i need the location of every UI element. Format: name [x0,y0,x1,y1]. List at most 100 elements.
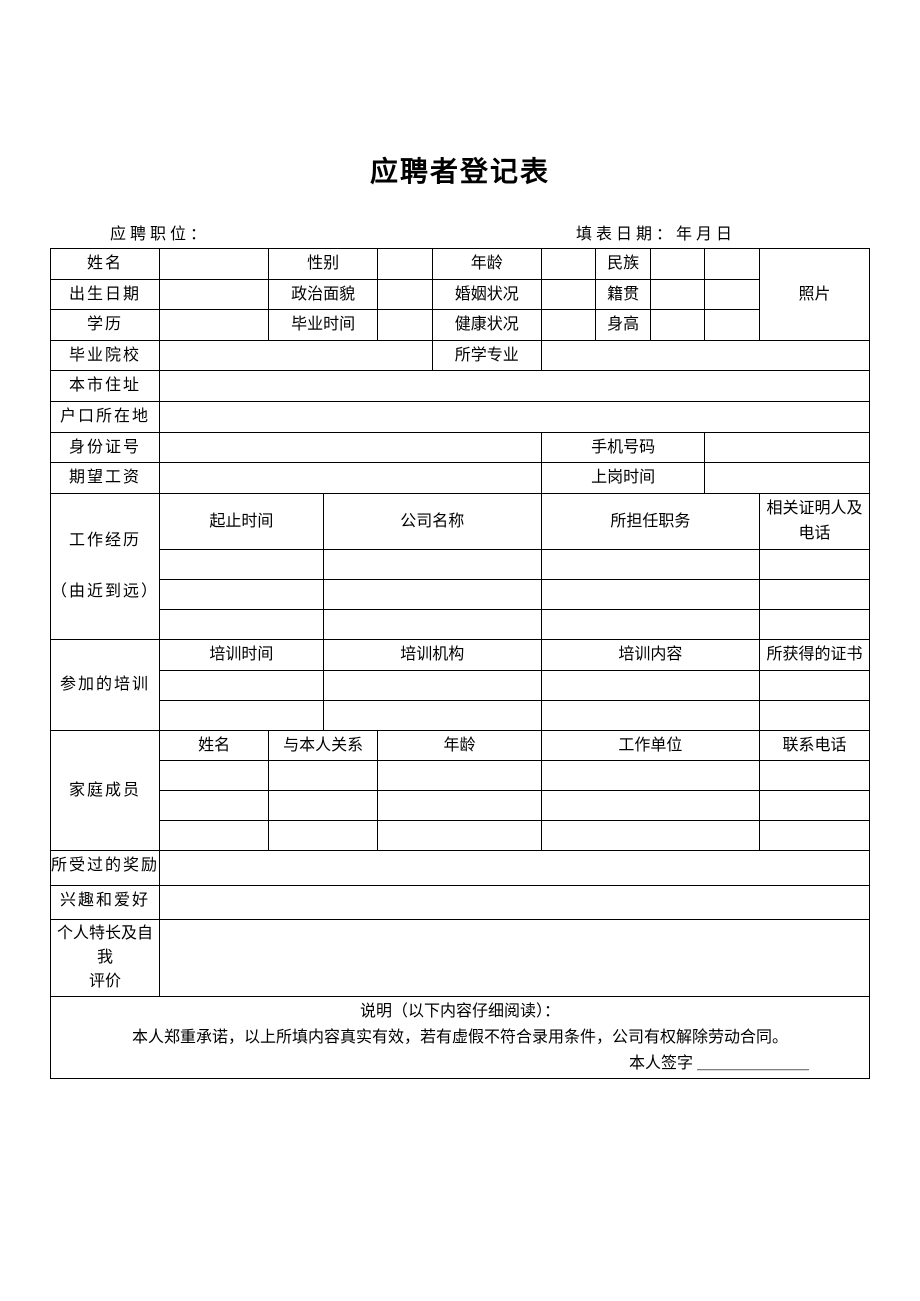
label-ethnicity: 民族 [596,249,651,280]
table-row: 姓名 性别 年龄 民族 照片 [51,249,870,280]
label-politics: 政治面貌 [269,279,378,310]
value-ethnicity2 [705,249,760,280]
label-hobbies: 兴趣和爱好 [51,885,160,920]
family-phone-2 [759,791,869,821]
family-phone-1 [759,761,869,791]
table-row: 兴趣和爱好 [51,885,870,920]
value-height2 [705,310,760,341]
table-row: 学历 毕业时间 健康状况 身高 [51,310,870,341]
family-phone-3 [759,821,869,851]
declare-sign: 本人签字 ＿＿＿＿＿＿＿ [51,1051,869,1077]
work-company-2 [323,579,541,609]
value-hukou [160,401,870,432]
value-birth [160,279,269,310]
value-idno [160,432,542,463]
declare-line1: 说明（以下内容仔细阅读）： [51,999,869,1025]
label-cityaddr: 本市住址 [51,371,160,402]
work-ref-1 [759,549,869,579]
label-starttime: 上岗时间 [541,463,705,494]
value-awards [160,851,870,886]
applied-position-label: 应聘职位： [110,220,210,244]
work-company-3 [323,609,541,639]
family-name-3 [160,821,269,851]
value-gradtime [378,310,433,341]
table-row: 所受过的奖励 [51,851,870,886]
declaration-cell: 说明（以下内容仔细阅读）： 本人郑重承诺，以上所填内容真实有效，若有虚假不符合录… [51,997,870,1079]
work-role-1 [541,549,759,579]
label-family-age: 年龄 [378,730,542,761]
value-height [650,310,705,341]
label-selfeval: 个人特长及自我 评价 [51,920,160,997]
family-employer-3 [541,821,759,851]
label-work-ref: 相关证明人及电话 [759,493,869,549]
work-section-l2: （由近到远） [51,583,159,600]
value-ethnicity [650,249,705,280]
label-training-section: 参加的培训 [51,639,160,730]
training-org-2 [323,700,541,730]
work-period-2 [160,579,324,609]
value-major [541,340,869,371]
label-marriage: 婚姻状况 [432,279,541,310]
label-awards: 所受过的奖励 [51,851,160,886]
table-row: 本市住址 [51,371,870,402]
family-relation-2 [269,791,378,821]
training-content-2 [541,700,759,730]
registration-table: 姓名 性别 年龄 民族 照片 出生日期 政治面貌 婚姻状况 籍贯 学历 [50,248,870,1079]
training-period-2 [160,700,324,730]
label-height: 身高 [596,310,651,341]
training-period-1 [160,670,324,700]
table-row [51,821,870,851]
label-age: 年龄 [432,249,541,280]
value-name [160,249,269,280]
label-family-employer: 工作单位 [541,730,759,761]
declare-line2: 本人郑重承诺，以上所填内容真实有效，若有虚假不符合录用条件，公司有权解除劳动合同… [51,1025,869,1051]
table-row: 说明（以下内容仔细阅读）： 本人郑重承诺，以上所填内容真实有效，若有虚假不符合录… [51,997,870,1079]
table-row [51,791,870,821]
label-work-period: 起止时间 [160,493,324,549]
table-row: 户口所在地 [51,401,870,432]
label-mobile: 手机号码 [541,432,705,463]
label-work-company: 公司名称 [323,493,541,549]
table-row: 家庭成员 姓名 与本人关系 年龄 工作单位 联系电话 [51,730,870,761]
table-row [51,609,870,639]
selfeval-l2: 评价 [89,973,121,990]
label-native: 籍贯 [596,279,651,310]
label-name: 姓名 [51,249,160,280]
label-family-name: 姓名 [160,730,269,761]
family-employer-2 [541,791,759,821]
table-row: 工作经历 （由近到远） 起止时间 公司名称 所担任职务 相关证明人及电话 [51,493,870,549]
value-education [160,310,269,341]
work-ref-2 [759,579,869,609]
label-family-phone: 联系电话 [759,730,869,761]
value-expectsalary [160,463,542,494]
value-health [541,310,596,341]
table-row: 参加的培训 培训时间 培训机构 培训内容 所获得的证书 [51,639,870,670]
table-row: 身份证号 手机号码 [51,432,870,463]
family-relation-1 [269,761,378,791]
label-work-section: 工作经历 （由近到远） [51,493,160,639]
table-row: 出生日期 政治面貌 婚姻状况 籍贯 [51,279,870,310]
label-training-period: 培训时间 [160,639,324,670]
label-training-cert: 所获得的证书 [759,639,869,670]
form-title: 应聘者登记表 [50,150,870,190]
label-major: 所学专业 [432,340,541,371]
value-politics [378,279,433,310]
table-row: 个人特长及自我 评价 [51,920,870,997]
value-marriage [541,279,596,310]
family-name-2 [160,791,269,821]
label-idno: 身份证号 [51,432,160,463]
table-row: 期望工资 上岗时间 [51,463,870,494]
value-native [650,279,705,310]
table-row [51,700,870,730]
value-age [541,249,596,280]
work-section-l1: 工作经历 [69,532,141,549]
training-org-1 [323,670,541,700]
training-cert-2 [759,700,869,730]
label-gender: 性别 [269,249,378,280]
label-gradtime: 毕业时间 [269,310,378,341]
above-row: 应聘职位： 填表日期：年月日 [50,220,870,248]
value-hobbies [160,885,870,920]
registration-form-page: 应聘者登记表 应聘职位： 填表日期：年月日 姓名 性别 年龄 民族 照片 出生 [0,0,920,1279]
label-training-org: 培训机构 [323,639,541,670]
family-employer-1 [541,761,759,791]
